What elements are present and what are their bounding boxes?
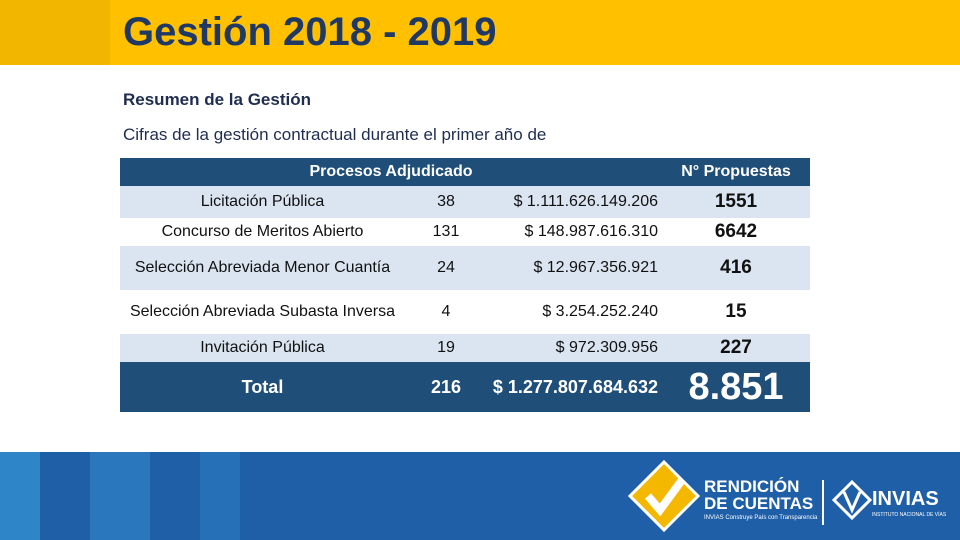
- logo1-line: RENDICIÓN: [704, 477, 800, 496]
- cell: $ 12.967.356.921: [487, 246, 662, 290]
- row: Concurso de Meritos Abierto 131 $ 148.987.…: [120, 218, 810, 246]
- cell: Concurso de Meritos Abierto: [161, 223, 364, 240]
- total-cell: $ 1.277.807.684.632: [487, 362, 662, 412]
- table: Procesos Adjudicado N° Propuestas Licitaci…: [120, 158, 810, 412]
- logo-icon: [628, 460, 700, 532]
- cell: Licitación Pública: [120, 186, 405, 218]
- footer-stripe: [0, 452, 40, 540]
- cell: 24: [405, 246, 487, 290]
- logo2-sub: INSTITUTO NACIONAL DE VÍAS: [872, 512, 947, 518]
- row: Licitación Pública 38 $ 1.111.626.149.206 1…: [120, 186, 810, 218]
- total-cell: Total: [120, 362, 405, 412]
- total-cell: 216: [405, 362, 487, 412]
- header-cell: Procesos Adjudicado: [120, 158, 662, 186]
- cell: 6642: [714, 221, 758, 242]
- cell: 19: [405, 334, 487, 362]
- cell: Invitación Pública: [120, 334, 405, 362]
- invias-icon: [832, 480, 872, 520]
- logo2: INVIAS: [872, 488, 939, 510]
- footer-band: [0, 452, 960, 540]
- header-band: [0, 0, 960, 65]
- header-accent: [0, 0, 110, 65]
- footer-stripe: [90, 452, 150, 540]
- cell: 4: [441, 303, 451, 320]
- cell: $ 972.309.956: [487, 334, 662, 362]
- tagline: INVIAS Construye País con Transparencia: [704, 515, 818, 521]
- total-cell: 8.851: [662, 362, 810, 412]
- cell: $ 3.254.252.240: [542, 303, 658, 320]
- cell: $ 148.987.616.310: [524, 223, 658, 240]
- title: Gestión 2018 - 2019: [123, 10, 497, 54]
- cell: Selección Abreviada Menor Cuantía: [120, 246, 405, 290]
- cell: 15: [725, 301, 747, 322]
- row: Selección Abreviada Menor Cuantía 24 $ 12.…: [120, 246, 810, 290]
- footer-stripe: [200, 452, 240, 540]
- subtitle: Resumen de la Gestión: [123, 90, 311, 109]
- logo1-line: DE CUENTAS: [704, 494, 814, 513]
- divider: [822, 480, 824, 525]
- cell: 416: [662, 246, 810, 290]
- total-row: Total 216 $ 1.277.807.684.632 8.851: [120, 362, 810, 412]
- logo1: RENDICIÓN DE CUENTAS: [704, 478, 813, 512]
- cell: 227: [662, 334, 810, 362]
- description: Cifras de la gestión contractual durante…: [123, 125, 547, 144]
- row: Invitación Pública 19 $ 972.309.956 227: [120, 334, 810, 362]
- cell: Selección Abreviada Subasta Inversa: [129, 303, 396, 320]
- cell: 38: [405, 186, 487, 218]
- cell: $ 1.111.626.149.206: [487, 186, 662, 218]
- cell: 1551: [662, 186, 810, 218]
- row: Selección Abreviada Subasta Inversa 4 $ 3.…: [120, 290, 810, 334]
- cell: 131: [432, 223, 460, 240]
- header-cell: N° Propuestas: [662, 158, 810, 186]
- header-row: Procesos Adjudicado N° Propuestas: [120, 158, 810, 186]
